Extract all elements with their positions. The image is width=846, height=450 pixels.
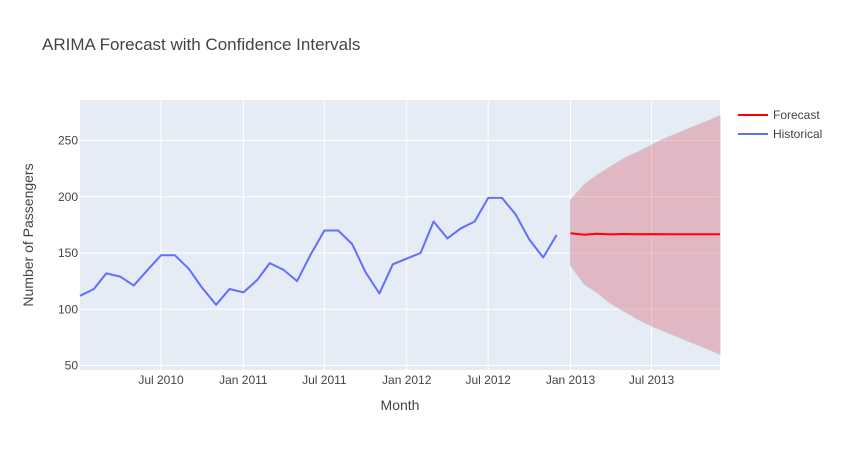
legend-label: Forecast [773,108,820,122]
y-axis-ticks: 50 100 150 200 250 [58,134,78,373]
y-tick-label: 50 [65,359,79,373]
legend[interactable]: Forecast Historical [738,108,822,141]
legend-item-forecast[interactable]: Forecast [738,108,820,122]
y-tick-label: 100 [58,302,78,316]
x-tick-label: Jul 2013 [629,373,675,387]
grid [80,100,720,370]
x-tick-label: Jul 2010 [138,373,184,387]
x-tick-label: Jan 2013 [546,373,596,387]
x-tick-label: Jul 2012 [465,373,511,387]
legend-item-historical[interactable]: Historical [738,127,822,141]
series-lines [79,196,720,306]
x-tick-label: Jul 2011 [302,373,347,387]
y-tick-label: 200 [58,190,78,204]
y-tick-label: 250 [58,134,78,148]
x-axis-title: Month [381,397,420,413]
x-tick-label: Jan 2012 [382,373,432,387]
series-line-forecast [570,232,720,236]
series-line-historical [79,196,558,306]
chart-title: ARIMA Forecast with Confidence Intervals [42,35,360,54]
legend-label: Historical [773,127,822,141]
x-axis-ticks: Jul 2010 Jan 2011 Jul 2011 Jan 2012 Jul 2012… [138,373,674,387]
x-tick-label: Jan 2011 [219,373,268,387]
y-tick-label: 150 [58,246,78,260]
y-axis-title: Number of Passengers [20,163,36,306]
